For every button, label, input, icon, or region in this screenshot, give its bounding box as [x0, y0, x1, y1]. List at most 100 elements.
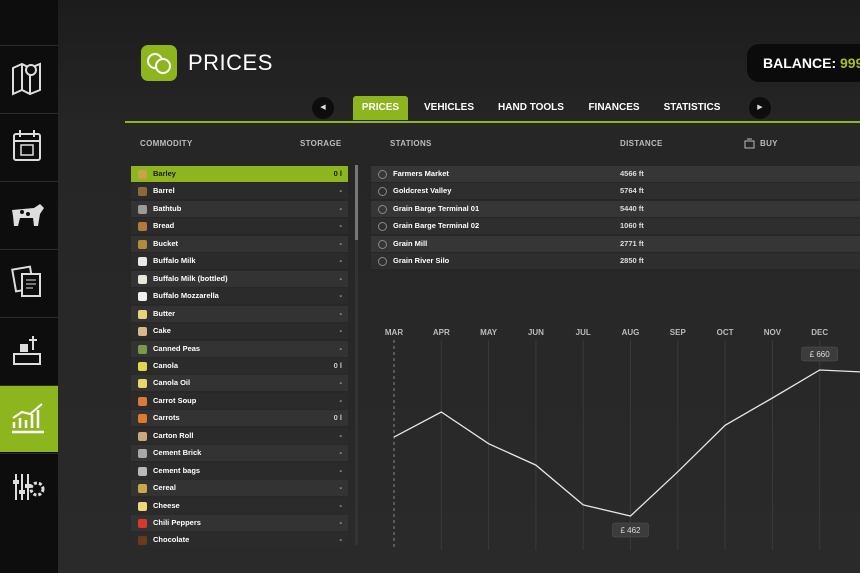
commodity-storage: - — [339, 221, 343, 231]
station-distance: 4566 ft — [620, 169, 644, 178]
month-label: AUG — [622, 328, 640, 337]
commodity-row[interactable]: Bathtub - — [131, 200, 348, 217]
column-header: COMMODITY — [140, 139, 193, 148]
month-label: APR — [433, 328, 450, 337]
commodity-icon — [138, 327, 147, 337]
commodity-row[interactable]: Carrots 0 l — [131, 410, 348, 427]
balance-value: 999 — [840, 55, 860, 71]
commodity-name: Barley — [153, 169, 176, 178]
value-label: £ 660 — [810, 350, 831, 359]
tab[interactable]: STATISTICS — [663, 102, 721, 113]
commodity-name: Carrot Soup — [153, 395, 197, 405]
settings-button[interactable] — [0, 453, 58, 520]
prices-logo — [141, 45, 177, 81]
balance-label: BALANCE: — [763, 55, 837, 71]
value-label: £ 462 — [620, 526, 641, 535]
commodity-name: Carrots — [153, 413, 180, 423]
column-header: BUY — [760, 139, 778, 148]
commodity-row[interactable]: Barrel - — [131, 183, 348, 200]
station-icon — [378, 239, 387, 249]
commodity-icon — [138, 361, 147, 371]
commodity-storage: - — [339, 500, 343, 510]
commodity-row[interactable]: Canned Peas - — [131, 340, 348, 357]
tab[interactable]: PRICES — [353, 96, 408, 120]
commodity-storage: - — [339, 395, 343, 405]
commodity-storage: - — [339, 448, 343, 458]
scrollbar — [355, 165, 358, 545]
commodity-row[interactable]: Buffalo Milk (bottled) - — [131, 270, 348, 287]
commodity-row[interactable]: Buffalo Mozzarella - — [131, 288, 348, 305]
commodity-storage: - — [339, 483, 343, 493]
commodity-name: Barrel — [153, 186, 175, 196]
commodity-icon — [138, 170, 147, 179]
station-row[interactable]: Goldcrest Valley 5764 ft — [371, 183, 860, 200]
production-icon — [13, 336, 41, 365]
month-label: JUL — [576, 328, 591, 337]
tab-underline — [125, 121, 860, 123]
value-label-bg — [612, 522, 649, 538]
commodity-row[interactable]: Canola 0 l — [131, 357, 348, 374]
commodity-name: Cereal — [153, 483, 176, 493]
commodity-row[interactable]: Cement Brick - — [131, 445, 348, 462]
tab[interactable]: HAND TOOLS — [498, 102, 564, 113]
station-icon — [378, 222, 387, 232]
prices-button[interactable] — [0, 385, 62, 452]
commodity-icon — [138, 187, 147, 197]
commodity-name: Butter — [153, 308, 176, 318]
commodity-icon — [138, 274, 147, 284]
station-row[interactable]: Grain Barge Terminal 02 1060 ft — [371, 218, 860, 235]
station-row[interactable]: Farmers Market 4566 ft — [371, 166, 860, 182]
map-icon — [12, 62, 41, 96]
commodity-icon — [138, 379, 147, 389]
price-line — [393, 369, 860, 517]
commodity-storage: - — [339, 326, 343, 336]
chart-icon — [12, 403, 62, 434]
commodity-name: Cement Brick — [153, 448, 202, 458]
tab-next[interactable]: ▶ — [749, 97, 771, 119]
commodity-row[interactable]: Carton Roll - — [131, 427, 348, 444]
commodity-row[interactable]: Chili Peppers - — [131, 515, 348, 531]
scrollbar-thumb[interactable] — [355, 165, 358, 240]
station-distance: 5440 ft — [620, 203, 644, 213]
commodity-row[interactable]: Cheese - — [131, 497, 348, 514]
tab[interactable]: FINANCES — [588, 102, 640, 113]
month-label: NOV — [764, 328, 782, 337]
animals-button[interactable] — [0, 181, 58, 248]
production-button[interactable] — [0, 317, 58, 384]
commodity-name: Buffalo Milk — [153, 256, 196, 266]
contracts-button[interactable] — [0, 249, 58, 316]
commodity-row[interactable]: Butter - — [131, 305, 348, 322]
map-button[interactable] — [0, 45, 58, 112]
commodity-icon — [138, 466, 147, 476]
commodity-name: Bucket — [153, 238, 179, 248]
commodity-row[interactable]: Barley 0 l — [131, 166, 348, 182]
commodity-icon — [138, 519, 147, 528]
month-label: DEC — [811, 328, 828, 337]
commodity-row[interactable]: Carrot Soup - — [131, 392, 348, 409]
commodity-row[interactable]: Buffalo Milk - — [131, 253, 348, 270]
station-icon — [378, 204, 387, 214]
commodity-row[interactable]: Cement bags - — [131, 462, 348, 479]
calendar-button[interactable] — [0, 113, 58, 180]
commodity-row[interactable]: Cereal - — [131, 480, 348, 497]
commodity-name: Carton Roll — [153, 430, 194, 440]
commodity-row[interactable]: Chocolate - — [131, 532, 348, 549]
station-row[interactable]: Grain Mill 2771 ft — [371, 235, 860, 252]
commodity-icon — [138, 431, 147, 441]
commodity-name: Cement bags — [153, 465, 201, 475]
commodity-row[interactable]: Bucket - — [131, 235, 348, 252]
commodity-name: Canola — [153, 360, 179, 370]
tab-prev[interactable]: ◀ — [312, 97, 334, 119]
commodity-name: Bathtub — [153, 203, 182, 213]
station-row[interactable]: Grain River Silo 2850 ft — [371, 253, 860, 270]
commodity-row[interactable]: Canola Oil - — [131, 375, 348, 392]
commodity-name: Cake — [153, 326, 171, 336]
commodity-storage: - — [339, 186, 343, 196]
commodity-row[interactable]: Bread - — [131, 218, 348, 235]
station-row[interactable]: Grain Barge Terminal 01 5440 ft — [371, 200, 860, 217]
station-name: Goldcrest Valley — [393, 186, 452, 196]
tab[interactable]: VEHICLES — [423, 102, 474, 113]
station-name: Grain Barge Terminal 02 — [393, 221, 480, 231]
station-icon — [378, 187, 387, 197]
commodity-row[interactable]: Cake - — [131, 323, 348, 340]
